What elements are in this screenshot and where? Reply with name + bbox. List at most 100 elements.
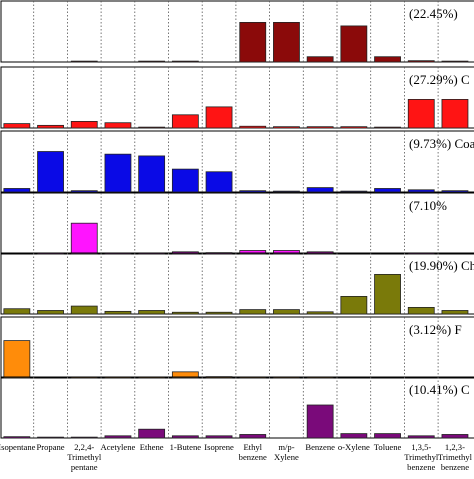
panel-frame-2 [0,130,474,193]
category-label: 1,2,3- [445,442,465,452]
bar-4-10 [340,295,368,315]
bar-2-6 [205,171,233,193]
bar-1-11 [374,126,401,129]
bar-1-0 [3,123,31,129]
category-label: Ethene [140,442,164,452]
bar-4-6 [205,311,233,315]
bar-6-13 [441,434,469,439]
bar-6-9 [306,404,334,439]
category-label: Ethyl [243,442,262,452]
bar-0-9 [306,56,334,63]
bar-6-0 [3,436,31,439]
panel-label-0: (22.45%) [409,6,458,21]
bar-1-6 [205,106,233,129]
category-label: Propane [36,442,64,452]
bar-0-8 [273,21,300,63]
bar-2-10 [340,190,368,193]
category-label: Xylene [274,452,299,462]
bar-6-1 [37,436,64,439]
bar-2-5 [171,168,199,193]
bar-4-0 [3,308,31,315]
bar-4-8 [273,309,300,315]
bar-1-8 [273,126,300,129]
bar-2-3 [104,153,132,193]
panel-frame-6 [0,376,474,439]
bar-0-11 [374,56,401,63]
panel-frame-0 [0,0,474,63]
bar-2-8 [273,190,300,193]
bar-5-0 [3,340,31,379]
bar-2-7 [239,190,267,193]
bar-4-9 [306,311,334,315]
panel-label-1: (27.29%) C [409,72,470,87]
bar-1-1 [37,124,64,129]
bar-1-10 [340,126,368,129]
bar-3-8 [273,250,300,255]
bar-2-13 [441,190,469,193]
category-label: 1,3,5- [411,442,431,452]
panel-label-4: (19.90%) Che [409,258,474,273]
bar-1-7 [239,125,267,129]
panel-label-6: (10.41%) C [409,382,470,397]
bar-1-4 [138,126,166,129]
category-label: Trimethyl [404,452,439,462]
bar-4-4 [138,310,166,315]
bar-2-0 [3,188,31,193]
category-label: benzene [407,462,435,472]
bar-0-2 [70,60,98,63]
bar-1-5 [171,114,199,129]
category-label: o-Xylene [338,442,370,452]
bar-6-10 [340,433,368,439]
bar-1-9 [306,126,334,129]
bar-6-6 [205,435,233,439]
bar-6-11 [374,433,401,439]
bar-4-11 [374,273,401,315]
category-label: benzene [441,462,469,472]
bar-1-12 [407,99,435,129]
bar-5-5 [171,371,199,379]
bar-6-3 [104,435,132,439]
category-label: benzene [239,452,267,462]
panel-label-3: (7.10% [409,198,447,213]
bar-6-5 [171,435,199,439]
bar-3-2 [70,222,98,255]
panel-label-2: (9.73%) Coal and biom [409,136,474,151]
panel-label-5: (3.12%) F [409,322,462,337]
category-label: m/p- [278,442,294,452]
bar-4-12 [407,306,435,315]
bar-0-4 [138,60,166,63]
bar-0-7 [239,21,267,63]
category-label: Acetylene [101,442,136,452]
bar-0-10 [340,25,368,63]
category-label: 1-Butene [170,442,202,452]
bar-3-7 [239,250,267,255]
bar-2-4 [138,155,166,193]
category-label: Benzene [305,442,335,452]
panel-frame-5 [0,316,474,379]
bar-4-7 [239,309,267,315]
bar-0-13 [441,60,469,63]
bar-1-13 [441,99,469,129]
bar-6-4 [138,428,166,439]
category-label: Isoprene [204,442,234,452]
bar-2-11 [374,188,401,193]
category-label: Toluene [374,442,402,452]
bar-4-13 [441,310,469,315]
bar-1-3 [104,122,132,129]
category-label: pentane [71,462,98,472]
bar-6-2 [70,436,98,439]
panel-frame-1 [0,66,474,129]
bar-2-2 [70,190,98,193]
bar-0-5 [171,60,199,63]
bar-4-2 [70,305,98,315]
bar-0-12 [407,60,435,63]
bar-2-1 [37,151,64,193]
bar-1-2 [70,121,98,129]
category-label: Trimethyl [67,452,102,462]
bar-2-9 [306,187,334,193]
bar-6-7 [239,434,267,439]
panel-frame-4 [0,252,474,315]
bar-4-1 [37,310,64,315]
bar-2-12 [407,189,435,193]
